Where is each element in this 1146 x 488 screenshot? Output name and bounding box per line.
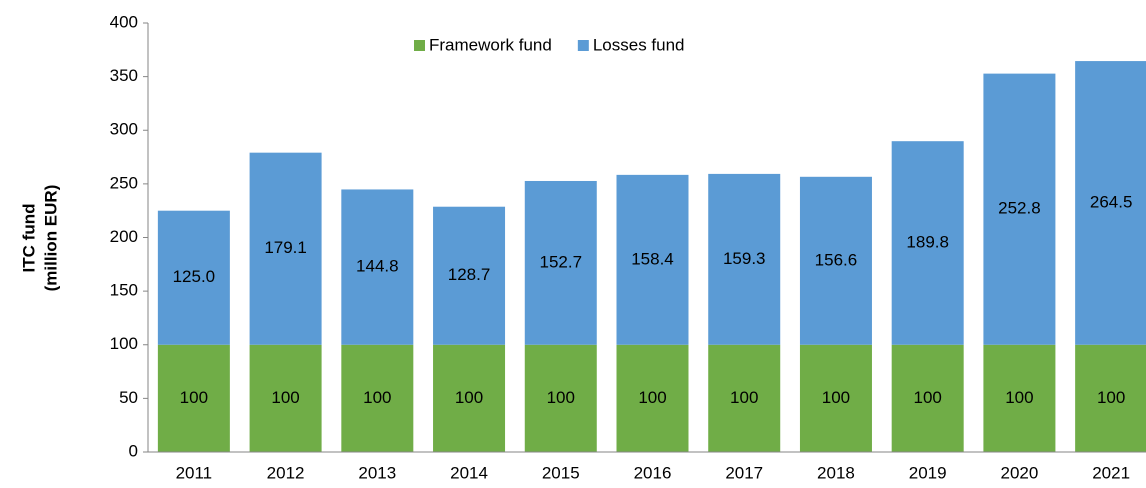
data-label: 156.6: [815, 250, 858, 269]
bar-segment: [708, 173, 781, 345]
data-label: 100: [638, 388, 666, 407]
y-tick-label: 0: [129, 441, 138, 460]
bar-segment: [891, 141, 964, 345]
bar-segment: [799, 176, 872, 345]
bar-segment: [157, 344, 230, 452]
bar-segment: [524, 344, 597, 452]
bar-segment: [1075, 344, 1146, 452]
data-label: 159.3: [723, 249, 766, 268]
data-label: 100: [822, 388, 850, 407]
bar-segment: [249, 344, 322, 452]
bar-segment: [341, 189, 414, 345]
data-label: 158.4: [631, 249, 674, 268]
legend-label: Losses fund: [593, 35, 685, 54]
bar-segment: [799, 344, 872, 452]
y-tick-label: 300: [110, 120, 138, 139]
x-tick-label: 2021: [1092, 463, 1130, 482]
x-tick-label: 2015: [542, 463, 580, 482]
y-axis-title: (million EUR): [41, 185, 60, 292]
data-label: 100: [1005, 388, 1033, 407]
y-axis-title: ITC fund: [19, 204, 38, 273]
x-tick-label: 2017: [725, 463, 763, 482]
x-tick-label: 2020: [1000, 463, 1038, 482]
x-tick-label: 2016: [634, 463, 672, 482]
y-tick-label: 350: [110, 66, 138, 85]
bar-segment: [249, 152, 322, 345]
y-tick-label: 50: [119, 388, 138, 407]
bar-segment: [616, 344, 689, 452]
y-tick-label: 150: [110, 281, 138, 300]
legend-swatch: [577, 40, 589, 51]
data-label: 100: [547, 388, 575, 407]
data-label: 100: [271, 388, 299, 407]
x-tick-label: 2013: [358, 463, 396, 482]
data-label: 152.7: [539, 252, 582, 271]
data-label: 100: [455, 388, 483, 407]
legend-label: Framework fund: [429, 35, 552, 54]
bar-segment: [1075, 61, 1146, 345]
bar-segment: [341, 344, 414, 452]
bar-segment: [891, 344, 964, 452]
y-tick-label: 400: [110, 12, 138, 31]
data-label: 100: [1097, 388, 1125, 407]
bar-segment: [983, 73, 1056, 345]
data-label: 189.8: [906, 232, 949, 251]
data-label: 128.7: [448, 265, 491, 284]
x-tick-label: 2012: [267, 463, 305, 482]
x-tick-label: 2018: [817, 463, 855, 482]
data-label: 100: [180, 388, 208, 407]
data-label: 252.8: [998, 199, 1041, 218]
x-tick-label: 2019: [909, 463, 947, 482]
data-label: 144.8: [356, 257, 399, 276]
y-tick-label: 250: [110, 173, 138, 192]
bar-segment: [616, 174, 689, 345]
bar-segment: [708, 344, 781, 452]
x-tick-label: 2014: [450, 463, 488, 482]
bar-segment: [433, 206, 506, 345]
data-label: 264.5: [1090, 192, 1133, 211]
data-label: 179.1: [264, 238, 307, 257]
data-label: 100: [363, 388, 391, 407]
data-label: 100: [730, 388, 758, 407]
bar-segment: [157, 210, 230, 345]
y-tick-label: 100: [110, 334, 138, 353]
legend-swatch: [414, 40, 425, 51]
y-tick-label: 200: [110, 227, 138, 246]
x-tick-label: 2011: [176, 463, 213, 482]
data-label: 100: [913, 388, 941, 407]
bar-segment: [983, 344, 1056, 452]
bar-segment: [433, 344, 506, 452]
bar-segment: [524, 180, 597, 345]
data-label: 125.0: [173, 267, 216, 286]
